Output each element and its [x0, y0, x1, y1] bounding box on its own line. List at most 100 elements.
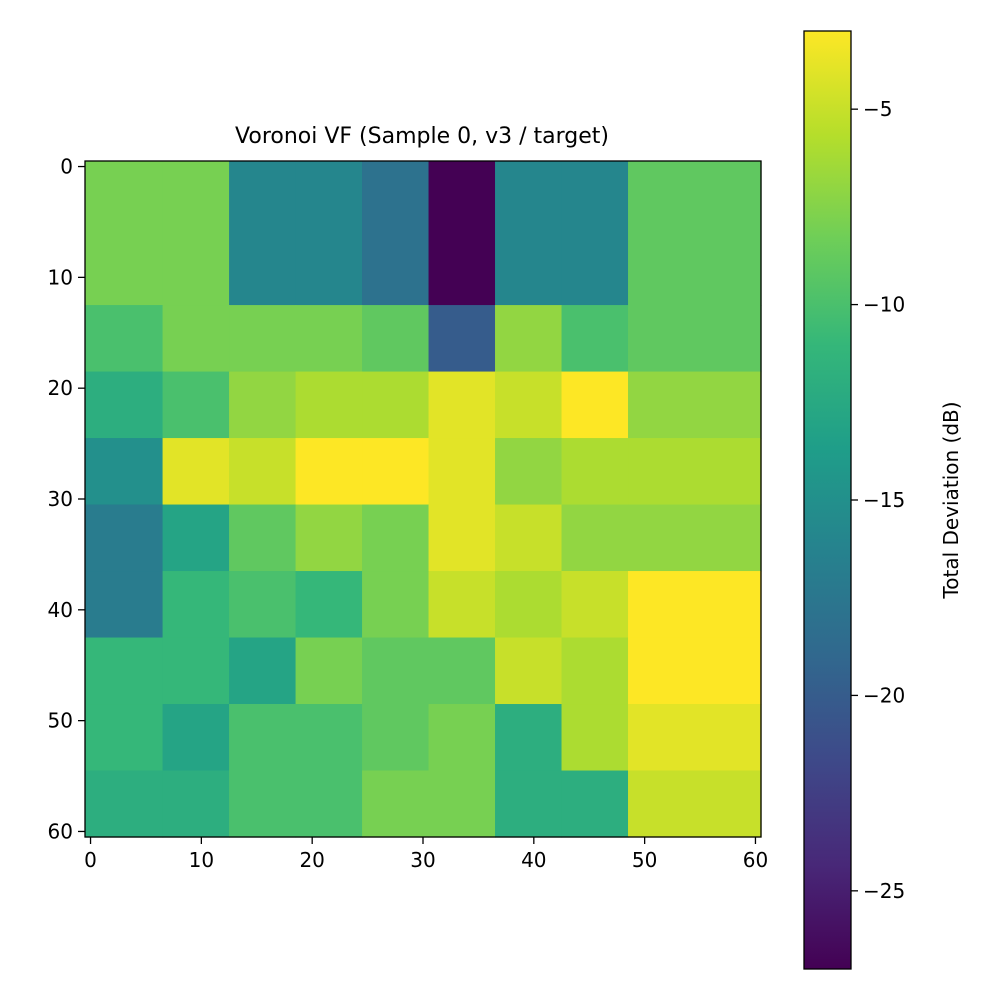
heatmap-cell: [85, 770, 164, 838]
heatmap-cell: [229, 770, 297, 838]
heatmap-cell: [428, 504, 496, 572]
heatmap-cell: [561, 305, 629, 373]
heatmap-cell: [628, 305, 762, 373]
heatmap-cell: [495, 571, 563, 639]
heatmap-cell: [428, 704, 496, 772]
heatmap-cell: [362, 571, 430, 639]
y-tick-label: 10: [48, 265, 73, 289]
heatmap-cell: [495, 637, 563, 705]
heatmap-cell: [85, 571, 164, 639]
heatmap-cell: [561, 770, 629, 838]
heatmap-cell: [628, 704, 762, 772]
heatmap-cell: [428, 438, 496, 506]
heatmap-cell: [295, 571, 363, 639]
heatmap-cell: [295, 305, 363, 373]
heatmap-cell: [295, 438, 363, 506]
heatmap-cell: [561, 704, 629, 772]
heatmap-cell: [628, 770, 762, 838]
heatmap-cell: [561, 637, 629, 705]
heatmap-cell: [229, 438, 297, 506]
colorbar-tick-label: −10: [863, 293, 905, 317]
colorbar-axis: −5 −10 −15 −20 −25: [851, 97, 905, 903]
heatmap-cells: [85, 161, 762, 838]
heatmap-cell: [495, 371, 563, 439]
heatmap-cell: [295, 371, 363, 439]
heatmap-cell: [162, 637, 230, 705]
heatmap-cell: [229, 571, 297, 639]
heatmap-cell: [628, 438, 762, 506]
y-tick-label: 60: [48, 819, 73, 843]
heatmap-cell: [362, 704, 430, 772]
heatmap-cell: [628, 161, 762, 306]
heatmap-cell: [229, 637, 297, 705]
x-axis: 0 10 20 30 40 50 60: [84, 837, 768, 872]
heatmap-cell: [428, 637, 496, 705]
heatmap-cell: [162, 704, 230, 772]
heatmap-cell: [162, 161, 230, 306]
x-tick-label: 0: [84, 848, 97, 872]
heatmap-cell: [229, 305, 297, 373]
y-tick-label: 30: [48, 487, 73, 511]
heatmap-cell: [362, 637, 430, 705]
x-tick-label: 40: [521, 848, 546, 872]
heatmap-cell: [428, 571, 496, 639]
heatmap-cell: [495, 438, 563, 506]
heatmap-cell: [295, 161, 363, 306]
y-tick-label: 50: [48, 709, 73, 733]
heatmap-cell: [362, 770, 430, 838]
heatmap-cell: [428, 161, 496, 306]
heatmap-cell: [85, 161, 164, 306]
chart-title: Voronoi VF (Sample 0, v3 / target): [235, 124, 609, 149]
colorbar-label: Total Deviation (dB): [939, 401, 963, 599]
heatmap-cell: [628, 637, 762, 705]
heatmap-cell: [229, 161, 297, 306]
heatmap-cell: [362, 371, 430, 439]
heatmap-cell: [229, 504, 297, 572]
y-tick-label: 40: [48, 598, 73, 622]
heatmap-cell: [495, 305, 563, 373]
x-tick-label: 10: [189, 848, 214, 872]
heatmap-cell: [85, 704, 164, 772]
colorbar-tick-label: −20: [863, 683, 905, 707]
heatmap-cell: [295, 770, 363, 838]
heatmap-cell: [162, 571, 230, 639]
heatmap-cell: [428, 371, 496, 439]
heatmap-cell: [561, 571, 629, 639]
heatmap-cell: [362, 305, 430, 373]
heatmap-cell: [561, 504, 629, 572]
heatmap-cell: [428, 770, 496, 838]
heatmap-cell: [85, 305, 164, 373]
heatmap-cell: [85, 371, 164, 439]
y-tick-label: 0: [60, 155, 73, 179]
heatmap-cell: [295, 504, 363, 572]
colorbar: [804, 31, 851, 969]
heatmap-cell: [162, 371, 230, 439]
heatmap-cell: [561, 438, 629, 506]
heatmap-cell: [428, 305, 496, 373]
heatmap-cell: [362, 504, 430, 572]
y-axis: 0 10 20 30 40 50 60: [48, 155, 85, 843]
heatmap-cell: [628, 571, 762, 639]
colorbar-tick-label: −25: [863, 879, 905, 903]
heatmap-cell: [295, 637, 363, 705]
heatmap-cell: [628, 371, 762, 439]
heatmap-cell: [495, 770, 563, 838]
heatmap-cell: [85, 504, 164, 572]
heatmap-cell: [561, 161, 629, 306]
heatmap-cell: [362, 438, 430, 506]
colorbar-tick-label: −15: [863, 488, 905, 512]
x-tick-label: 20: [299, 848, 324, 872]
heatmap-cell: [85, 438, 164, 506]
x-tick-label: 50: [632, 848, 657, 872]
colorbar-tick-label: −5: [863, 97, 892, 121]
heatmap-cell: [229, 704, 297, 772]
heatmap-cell: [162, 305, 230, 373]
heatmap-cell: [162, 438, 230, 506]
heatmap-cell: [362, 161, 430, 306]
heatmap-cell: [162, 504, 230, 572]
heatmap-cell: [495, 161, 563, 306]
heatmap-cell: [495, 504, 563, 572]
heatmap-cell: [229, 371, 297, 439]
heatmap-cell: [628, 504, 762, 572]
